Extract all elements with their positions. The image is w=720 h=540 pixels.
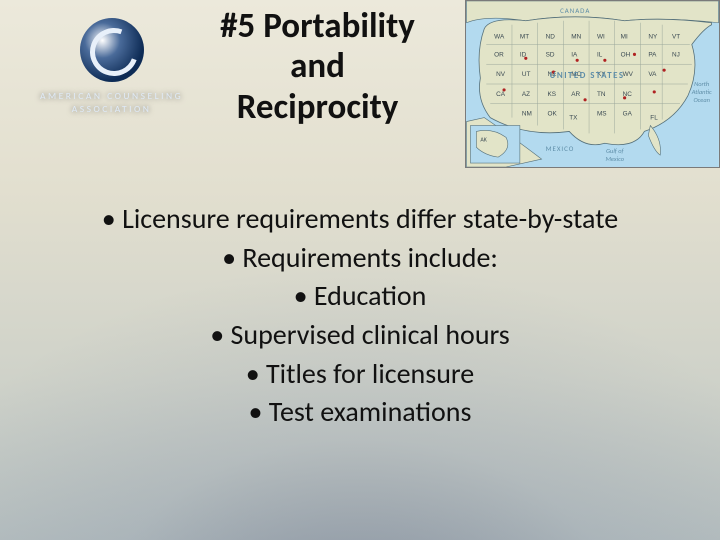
- logo-text: AMERICAN COUNSELING ASSOCIATION: [40, 90, 183, 116]
- bullet-item: Requirements include:: [0, 239, 720, 278]
- svg-text:ND: ND: [546, 34, 556, 41]
- svg-text:VA: VA: [648, 71, 657, 78]
- svg-text:MS: MS: [597, 111, 607, 118]
- svg-text:IL: IL: [597, 51, 603, 58]
- svg-text:NM: NM: [522, 111, 532, 118]
- map-label-atlantic: NorthAtlanticOcean: [691, 80, 712, 104]
- us-map: AK WAMTND MNWIMI NYVT ORIDSD: [465, 0, 720, 168]
- svg-text:FL: FL: [650, 115, 658, 122]
- svg-text:MT: MT: [520, 34, 529, 41]
- svg-text:MI: MI: [621, 34, 628, 41]
- bullet-item: Supervised clinical hours: [0, 316, 720, 355]
- map-svg: AK WAMTND MNWIMI NYVT ORIDSD: [466, 1, 719, 167]
- logo-line-1: AMERICAN COUNSELING: [40, 90, 183, 102]
- svg-text:WI: WI: [597, 34, 605, 41]
- bullet-item: Titles for licensure: [0, 355, 720, 394]
- svg-text:WA: WA: [494, 34, 505, 41]
- svg-text:AZ: AZ: [522, 91, 530, 98]
- title-line-1: #5 Portability: [220, 5, 415, 47]
- header: AMERICAN COUNSELING ASSOCIATION #5 Porta…: [0, 0, 720, 175]
- svg-text:CA: CA: [496, 91, 506, 98]
- logo-ring-icon: [80, 18, 144, 82]
- bullet-list: Licensure requirements differ state-by-s…: [0, 200, 720, 432]
- svg-text:IA: IA: [571, 51, 578, 58]
- svg-text:KS: KS: [548, 91, 557, 98]
- svg-text:NV: NV: [496, 71, 506, 78]
- svg-text:TN: TN: [597, 91, 606, 98]
- map-label-canada: CANADA: [560, 6, 590, 15]
- svg-text:OK: OK: [548, 111, 558, 118]
- svg-text:AR: AR: [571, 91, 580, 98]
- bullet-item: Education: [0, 277, 720, 316]
- svg-text:SD: SD: [546, 51, 555, 58]
- bullet-item: Licensure requirements differ state-by-s…: [0, 200, 720, 239]
- svg-text:UT: UT: [522, 71, 531, 78]
- logo-line-2: ASSOCIATION: [72, 103, 152, 115]
- title-line-3: Reciprocity: [237, 86, 399, 128]
- title-line-2: and: [290, 45, 345, 87]
- map-label-us: UNITED STATES: [550, 71, 625, 81]
- aca-logo: AMERICAN COUNSELING ASSOCIATION: [40, 18, 183, 116]
- svg-text:MN: MN: [571, 34, 581, 41]
- slide-title: #5 Portability and Reciprocity: [190, 6, 445, 127]
- svg-text:OR: OR: [494, 51, 504, 58]
- svg-text:VT: VT: [672, 34, 680, 41]
- svg-text:GA: GA: [623, 111, 633, 118]
- map-state-ak: AK: [480, 135, 487, 143]
- svg-text:NJ: NJ: [672, 51, 680, 58]
- svg-text:TX: TX: [569, 115, 578, 122]
- svg-text:OH: OH: [621, 51, 631, 58]
- map-label-gulf: Gulf ofMexico: [605, 147, 624, 163]
- bullet-item: Test examinations: [0, 393, 720, 432]
- svg-text:NY: NY: [648, 34, 658, 41]
- svg-text:PA: PA: [648, 51, 657, 58]
- map-label-mexico: MEXICO: [546, 144, 575, 153]
